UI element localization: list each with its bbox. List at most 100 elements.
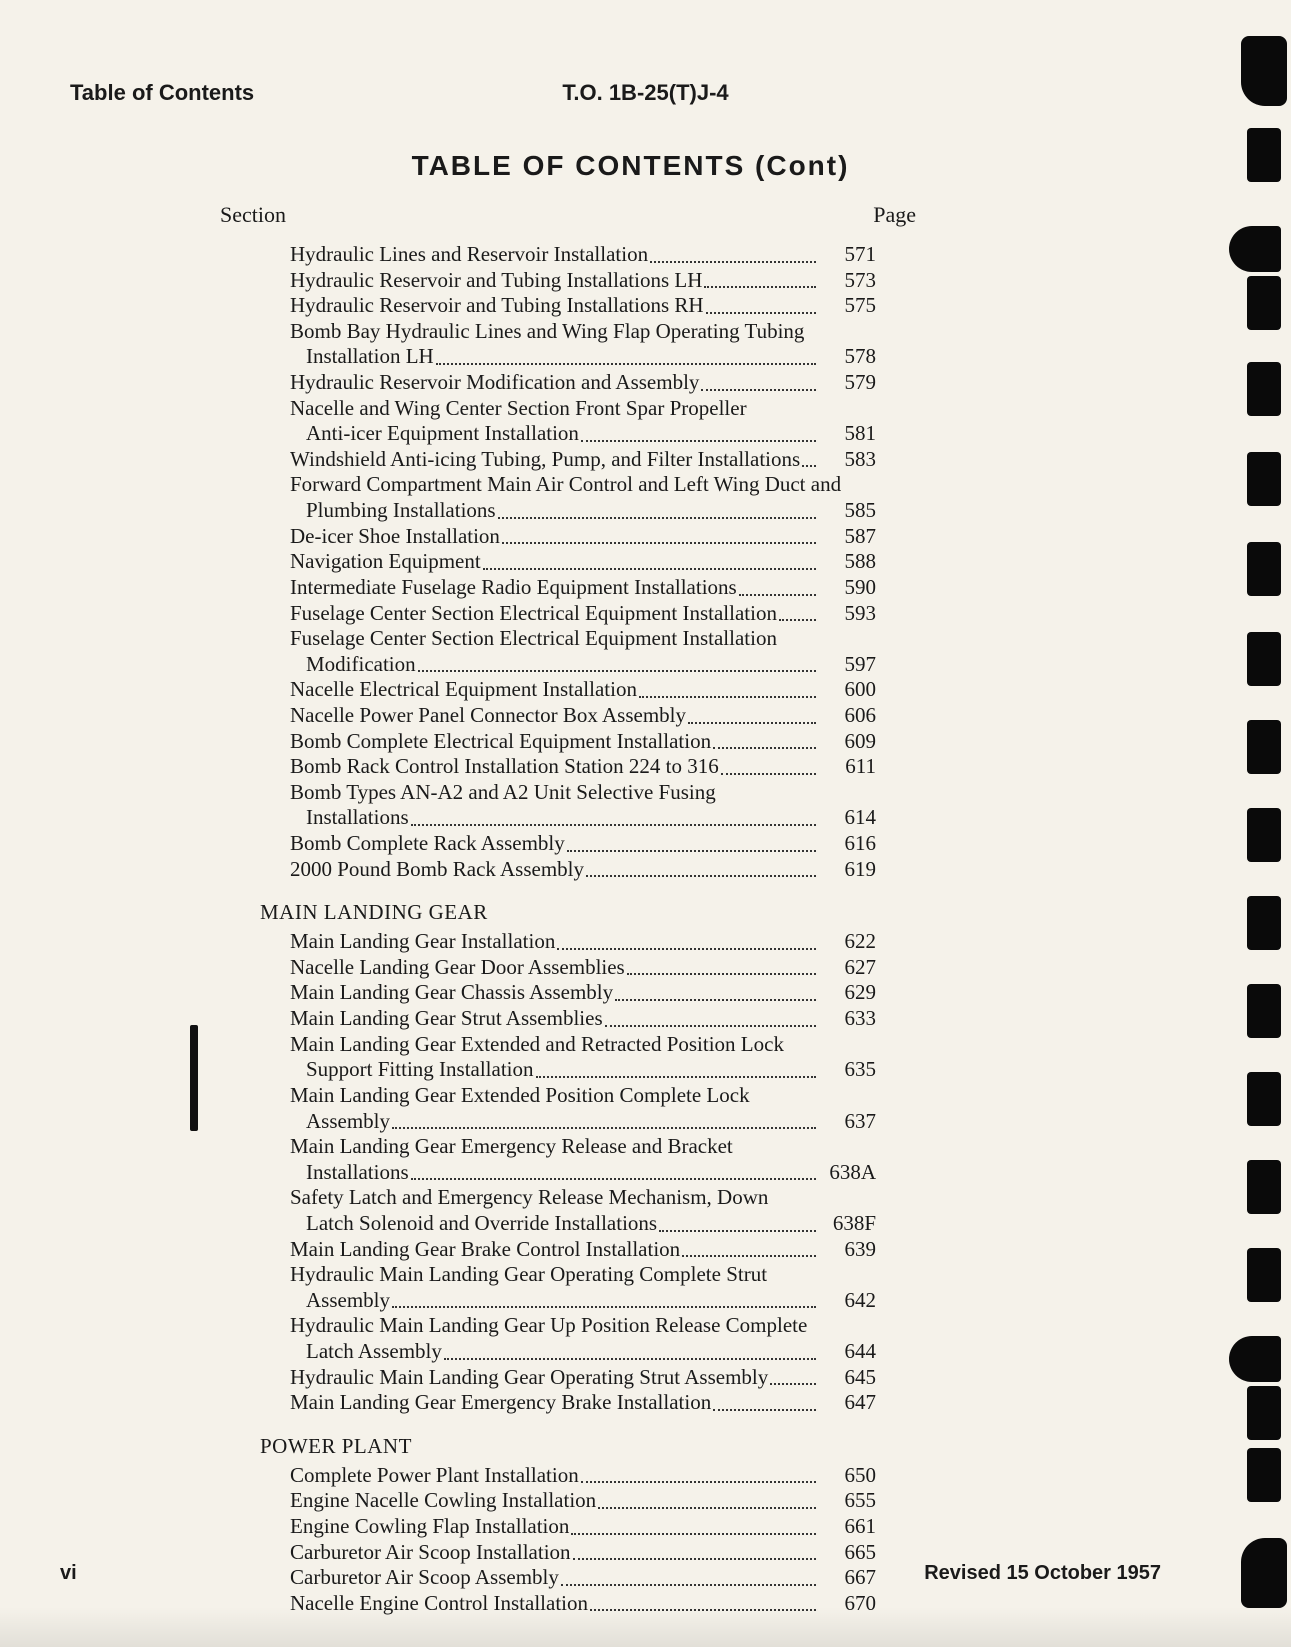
leader-dots <box>498 516 816 519</box>
toc-entry-title: Hydraulic Main Landing Gear Up Position … <box>290 1313 807 1339</box>
toc-entry-title: Navigation Equipment <box>290 549 481 575</box>
toc-entry-title: Main Landing Gear Chassis Assembly <box>290 980 613 1006</box>
leader-dots <box>567 849 816 852</box>
toc-entry: Plumbing Installations585 <box>290 498 876 524</box>
toc-entry-page: 638F <box>820 1211 876 1237</box>
toc-entry-page: 667 <box>820 1565 876 1591</box>
toc-entry-page: 629 <box>820 980 876 1006</box>
toc-entry-title: Bomb Rack Control Installation Station 2… <box>290 754 719 780</box>
toc-entry: Nacelle Landing Gear Door Assemblies627 <box>290 955 876 981</box>
toc-entry: Bomb Types AN-A2 and A2 Unit Selective F… <box>290 780 876 806</box>
toc-entry-title: Complete Power Plant Installation <box>290 1463 579 1489</box>
toc-entry-page: 597 <box>820 652 876 678</box>
toc-entry-page: 579 <box>820 370 876 396</box>
toc-entry: Installations 638A <box>290 1160 876 1186</box>
leader-dots <box>436 362 816 365</box>
toc-entry-title: Hydraulic Main Landing Gear Operating Co… <box>290 1262 767 1288</box>
leader-dots <box>701 388 816 391</box>
toc-entry-page: 637 <box>820 1109 876 1135</box>
page-title: TABLE OF CONTENTS (Cont) <box>70 150 1191 182</box>
toc-page-label: Page <box>873 202 916 228</box>
binder-tab-icon <box>1247 896 1281 950</box>
toc-entry-title: Main Landing Gear Emergency Brake Instal… <box>290 1390 711 1416</box>
toc-entry-title: Carburetor Air Scoop Assembly <box>290 1565 559 1591</box>
toc-entry: Engine Cowling Flap Installation661 <box>290 1514 876 1540</box>
toc-entry: Modification 597 <box>290 652 876 678</box>
leader-dots <box>718 799 816 800</box>
toc-entry-title: Plumbing Installations <box>290 498 496 524</box>
leader-dots <box>769 1282 816 1283</box>
toc-entry-title: Nacelle Power Panel Connector Box Assemb… <box>290 703 686 729</box>
toc-entry-page: 638A <box>820 1160 876 1186</box>
binder-tab-icon <box>1247 276 1281 330</box>
toc-entry: Hydraulic Reservoir Modification and Ass… <box>290 370 876 396</box>
leader-dots <box>561 1583 816 1586</box>
toc-entry-page: 571 <box>820 242 876 268</box>
leader-dots <box>598 1506 816 1509</box>
toc-entry: Installation LH578 <box>290 344 876 370</box>
toc-entry-title: Hydraulic Reservoir Modification and Ass… <box>290 370 699 396</box>
toc-entry-title: Forward Compartment Main Air Control and… <box>290 472 841 498</box>
binder-tabs <box>1221 0 1291 1647</box>
toc-entry-page: 578 <box>820 344 876 370</box>
toc-entry-title: Engine Cowling Flap Installation <box>290 1514 569 1540</box>
toc-entry: Assembly637 <box>290 1109 876 1135</box>
leader-dots <box>809 1333 817 1334</box>
binder-tab-icon <box>1241 1538 1287 1608</box>
leader-dots <box>659 1229 816 1232</box>
binder-tab-icon <box>1247 1248 1281 1302</box>
toc-entry-title: Installations <box>290 805 409 831</box>
toc-entry: Anti-icer Equipment Installation581 <box>290 421 876 447</box>
leader-dots <box>779 646 816 647</box>
leader-dots <box>483 567 816 570</box>
toc-entry-title: Windshield Anti-icing Tubing, Pump, and … <box>290 447 800 473</box>
leader-dots <box>786 1051 816 1052</box>
binder-tab-icon <box>1247 632 1281 686</box>
toc-entry-page: 642 <box>820 1288 876 1314</box>
leader-dots <box>739 593 816 596</box>
leader-dots <box>615 998 816 1001</box>
page-shadow <box>0 1607 1291 1647</box>
leader-dots <box>392 1305 816 1308</box>
leader-dots <box>586 874 816 877</box>
leader-dots <box>581 439 816 442</box>
toc-entry: Forward Compartment Main Air Control and… <box>290 472 876 498</box>
toc-entry-title: Main Landing Gear Strut Assemblies <box>290 1006 603 1032</box>
toc-section-label: Section <box>220 202 286 228</box>
toc-entry: Hydraulic Lines and Reservoir Installati… <box>290 242 876 268</box>
leader-dots <box>752 1103 816 1104</box>
toc-entry-title: Assembly <box>290 1288 390 1314</box>
toc-entry: Intermediate Fuselage Radio Equipment In… <box>290 575 876 601</box>
toc-entry-title: Hydraulic Reservoir and Tubing Installat… <box>290 268 702 294</box>
toc-entry-page: 614 <box>820 805 876 831</box>
toc-entry-page: 575 <box>820 293 876 319</box>
binder-tab-icon <box>1247 1072 1281 1126</box>
toc-entry: Hydraulic Reservoir and Tubing Installat… <box>290 268 876 294</box>
toc-entry: Main Landing Gear Installation622 <box>290 929 876 955</box>
toc-entry-title: Modification <box>290 652 416 678</box>
leader-dots <box>411 1177 816 1180</box>
leader-dots <box>749 415 816 416</box>
toc-entry: Assembly 642 <box>290 1288 876 1314</box>
toc-entry: Hydraulic Main Landing Gear Operating St… <box>290 1365 876 1391</box>
toc-entry-title: Support Fitting Installation <box>290 1057 534 1083</box>
toc-entry-title: Safety Latch and Emergency Release Mecha… <box>290 1185 768 1211</box>
toc-entry-page: 644 <box>820 1339 876 1365</box>
toc-entry-page: 655 <box>820 1488 876 1514</box>
toc-entry-page: 611 <box>820 754 876 780</box>
toc-entry: Main Landing Gear Extended Position Comp… <box>290 1083 876 1109</box>
toc-entry: Support Fitting Installation635 <box>290 1057 876 1083</box>
leader-dots <box>713 1408 816 1411</box>
footer-page-number: vi <box>60 1562 77 1585</box>
toc-entry-page: 600 <box>820 677 876 703</box>
toc-entry-title: Installations <box>290 1160 409 1186</box>
toc-entry: Fuselage Center Section Electrical Equip… <box>290 626 876 652</box>
toc-entry: Main Landing Gear Strut Assemblies633 <box>290 1006 876 1032</box>
toc-entry-title: Engine Nacelle Cowling Installation <box>290 1488 596 1514</box>
toc-entry: Nacelle Power Panel Connector Box Assemb… <box>290 703 876 729</box>
leader-dots <box>444 1357 816 1360</box>
leader-dots <box>806 338 816 339</box>
toc-entry-title: Fuselage Center Section Electrical Equip… <box>290 601 777 627</box>
toc-entry: Bomb Complete Electrical Equipment Insta… <box>290 729 876 755</box>
toc-entry: Hydraulic Main Landing Gear Operating Co… <box>290 1262 876 1288</box>
